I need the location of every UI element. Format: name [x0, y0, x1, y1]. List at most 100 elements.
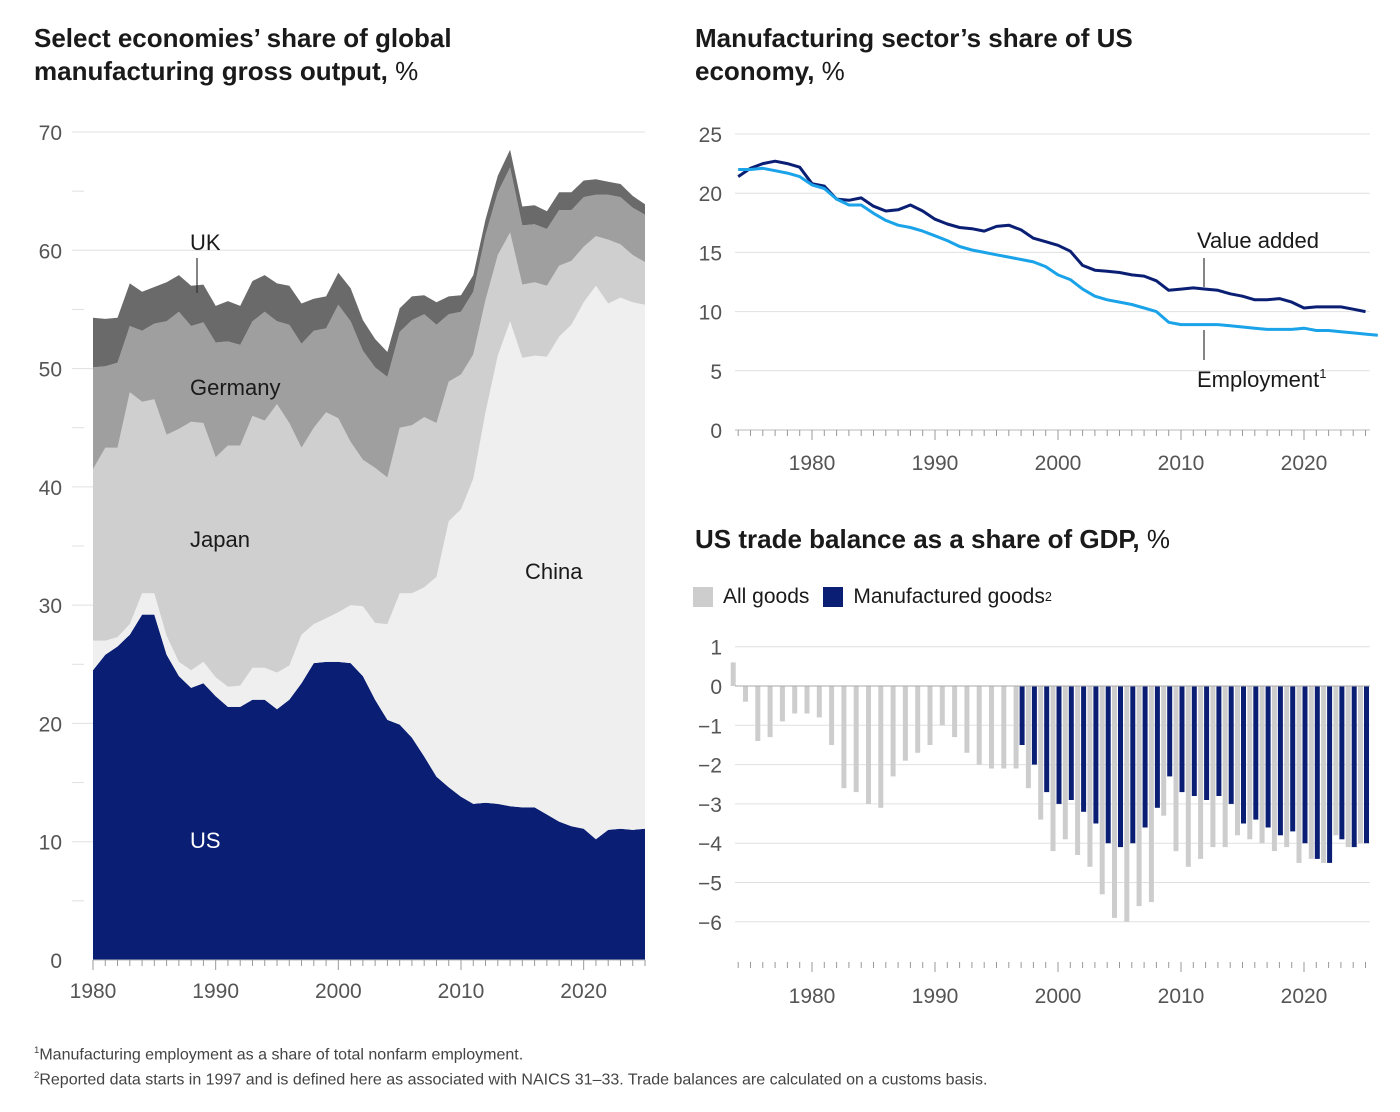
area-series-uk: [93, 149, 645, 377]
x-tick-label: 2000: [1035, 985, 1082, 1008]
area-series-us: [93, 614, 645, 960]
bar-manufactured-goods: [1118, 686, 1123, 848]
footnote-1-text: Manufacturing employment as a share of t…: [39, 1046, 524, 1064]
footnotes: 1Manufacturing employment as a share of …: [34, 1040, 987, 1091]
bar-manufactured-goods: [1204, 686, 1210, 800]
bar-all-goods: [829, 686, 835, 745]
bar-manufactured-goods: [1031, 686, 1037, 765]
bar-all-goods: [1247, 686, 1253, 840]
y-tick-label: −5: [698, 873, 722, 896]
legend-item-manufactured-goods: Manufactured goods 2: [823, 585, 1052, 609]
legend-label-manufactured-goods: Manufactured goods: [853, 585, 1045, 608]
label-us: US: [190, 828, 221, 853]
y-tick-label: 60: [39, 240, 62, 263]
bar-all-goods: [1284, 686, 1290, 848]
bar-all-goods: [1198, 686, 1204, 859]
bar-all-goods: [1075, 686, 1081, 855]
footnote-2-text: Reported data starts in 1997 and is defi…: [39, 1071, 988, 1089]
bar-all-goods: [939, 686, 945, 726]
x-tick-label: 2020: [1281, 985, 1328, 1008]
y-tick-label: 0: [710, 420, 722, 443]
y-tick-label: 30: [39, 595, 62, 618]
bar-all-goods: [1038, 686, 1044, 820]
bar-manufactured-goods: [1314, 686, 1320, 859]
bar-all-goods: [1235, 686, 1240, 836]
footnote-1-mark: 1: [34, 1045, 40, 1056]
x-tick-label: 1980: [789, 452, 836, 475]
us-manufacturing-line-chart: 0 5 10 15 20 25 1980 1990 2000 2010 2020 Value adde…: [699, 124, 1378, 475]
right-title-text: Manufacturing sector’s share of US econo…: [695, 23, 1133, 86]
y-tick-label: 25: [699, 124, 722, 147]
bar-all-goods: [964, 686, 970, 753]
bar-all-goods: [1296, 686, 1302, 863]
bar-all-goods: [1321, 686, 1327, 863]
area-series-germany: [93, 167, 645, 478]
bar-all-goods: [890, 686, 896, 777]
bar-manufactured-goods: [1228, 686, 1234, 804]
y-tick-label: 10: [39, 832, 62, 855]
bar-all-goods: [743, 686, 748, 702]
trade-balance-bar-chart: 1 0 −1 −2 −3 −4 −5 −6 1980 1990 2000 2010 2020: [698, 637, 1370, 1008]
bar-all-goods: [1050, 686, 1056, 852]
bar-all-goods: [927, 686, 933, 745]
bar-all-goods: [1358, 686, 1363, 844]
bar-all-goods: [1271, 686, 1277, 852]
bar-all-goods: [853, 686, 859, 793]
bar-manufactured-goods: [1265, 686, 1271, 828]
area-series-japan: [93, 232, 645, 687]
legend-swatch-all-goods: [693, 587, 713, 607]
global-share-area-chart: 0 10 20 30 40 50 60 70 1980 1990 2000 2010 2020 UK Ger…: [39, 122, 646, 1003]
x-tick-label: 1980: [789, 985, 836, 1008]
trade-legend: All goods Manufactured goods 2: [693, 585, 1066, 609]
right-title-unit: %: [821, 56, 845, 86]
bar-manufactured-goods: [1327, 686, 1333, 863]
bar-all-goods: [792, 686, 798, 714]
bar-all-goods: [1001, 686, 1007, 769]
bar-all-goods: [1173, 686, 1179, 852]
x-tick-label: 2000: [1035, 452, 1082, 475]
footnote-1: 1Manufacturing employment as a share of …: [34, 1040, 987, 1065]
bar-manufactured-goods: [1351, 686, 1357, 848]
bar-manufactured-goods: [1179, 686, 1185, 793]
x-tick-label: 2020: [560, 980, 607, 1003]
bar-all-goods: [1259, 686, 1265, 844]
y-tick-label: 50: [39, 359, 62, 382]
bar-manufactured-goods: [1142, 686, 1148, 828]
legend-label-all-goods: All goods: [723, 585, 810, 608]
x-tick-label: 2020: [1281, 452, 1328, 475]
y-tick-label: 5: [710, 361, 722, 384]
bar-all-goods: [1124, 686, 1130, 922]
y-tick-label: 15: [699, 242, 722, 265]
bar-manufactured-goods: [1241, 686, 1246, 824]
y-tick-label: −2: [698, 755, 722, 778]
line-series-value-added: [737, 159, 1366, 314]
bar-all-goods: [755, 686, 761, 741]
label-japan: Japan: [190, 527, 250, 552]
bar-manufactured-goods: [1130, 686, 1136, 844]
label-value-added: Value added: [1197, 228, 1319, 253]
x-tick-label: 1980: [70, 980, 117, 1003]
bar-manufactured-goods: [1068, 686, 1074, 800]
x-tick-label: 1990: [192, 980, 239, 1003]
label-uk: UK: [190, 230, 221, 255]
y-tick-label: 10: [699, 302, 722, 325]
bar-manufactured-goods: [1093, 686, 1099, 824]
bar-manufactured-goods: [1081, 686, 1087, 812]
y-tick-label: 20: [39, 713, 62, 736]
bar-all-goods: [1222, 686, 1228, 848]
left-chart-title: Select economies’ share of global manufa…: [34, 22, 594, 88]
bar-all-goods: [878, 686, 884, 808]
bar-manufactured-goods: [1277, 686, 1283, 836]
bar-all-goods: [1062, 686, 1068, 840]
bar-manufactured-goods: [1290, 686, 1296, 832]
bar-all-goods: [952, 686, 958, 738]
right-chart-title: Manufacturing sector’s share of US econo…: [695, 22, 1255, 88]
bar-all-goods: [1148, 686, 1154, 903]
bar-all-goods: [1087, 686, 1093, 867]
bar-manufactured-goods: [1253, 686, 1259, 820]
bar-all-goods: [841, 686, 847, 789]
label-china: China: [525, 559, 583, 584]
y-tick-label: 1: [710, 637, 722, 660]
bar-all-goods: [915, 686, 921, 753]
legend-swatch-manufactured-goods: [823, 587, 844, 607]
